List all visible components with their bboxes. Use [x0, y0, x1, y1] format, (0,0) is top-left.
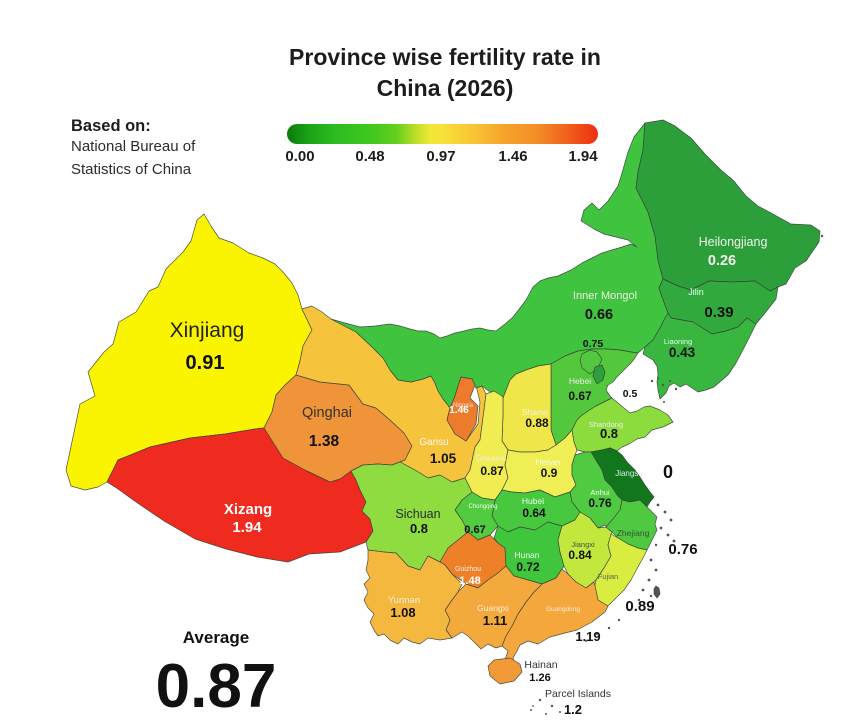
svg-text:0.91: 0.91	[186, 352, 225, 374]
svg-text:0.9: 0.9	[541, 466, 558, 480]
svg-text:0.43: 0.43	[669, 345, 696, 360]
svg-text:Xinjiang: Xinjiang	[170, 319, 245, 342]
svg-text:1.11: 1.11	[483, 613, 508, 628]
svg-text:0.67: 0.67	[568, 389, 592, 403]
svg-text:1.94: 1.94	[232, 519, 262, 536]
svg-text:Henan: Henan	[535, 457, 560, 467]
svg-text:Hunan: Hunan	[514, 550, 539, 560]
svg-text:Chongqing: Chongqing	[468, 504, 497, 510]
svg-text:Heilongjiang: Heilongjiang	[699, 235, 768, 249]
svg-text:0.39: 0.39	[704, 304, 733, 321]
svg-text:0.8: 0.8	[410, 521, 428, 536]
svg-text:Jilin: Jilin	[688, 287, 704, 297]
svg-text:0.66: 0.66	[585, 307, 613, 323]
svg-text:Sichuan: Sichuan	[395, 507, 440, 521]
svg-text:Qinghai: Qinghai	[302, 405, 352, 421]
svg-text:Yunnan: Yunnan	[388, 595, 420, 606]
svg-text:0.76: 0.76	[588, 496, 612, 510]
svg-text:0.87: 0.87	[480, 464, 504, 478]
svg-text:0.67: 0.67	[464, 524, 485, 536]
svg-text:0.84: 0.84	[568, 548, 592, 562]
svg-text:0: 0	[663, 462, 673, 482]
svg-text:Anhui: Anhui	[590, 488, 610, 497]
svg-text:1.19: 1.19	[575, 629, 600, 644]
svg-text:Zhejiang: Zhejiang	[617, 528, 650, 538]
svg-text:Xizang: Xizang	[224, 501, 272, 518]
svg-text:Shanxi: Shanxi	[522, 407, 548, 417]
svg-text:1.38: 1.38	[309, 433, 340, 450]
svg-text:Guangxi: Guangxi	[477, 603, 509, 613]
svg-text:0.5: 0.5	[623, 388, 638, 400]
svg-text:1.48: 1.48	[459, 575, 480, 587]
svg-text:0.89: 0.89	[625, 598, 654, 615]
svg-text:0.26: 0.26	[708, 253, 736, 269]
svg-text:1.2: 1.2	[564, 702, 582, 717]
svg-text:0.8: 0.8	[600, 426, 618, 441]
svg-text:Liaoning: Liaoning	[664, 337, 692, 346]
svg-text:1.08: 1.08	[390, 605, 415, 620]
svg-text:0.88: 0.88	[525, 416, 549, 430]
svg-text:0.75: 0.75	[583, 338, 604, 350]
svg-text:Guizhou: Guizhou	[455, 566, 481, 573]
svg-text:Shandong: Shandong	[589, 420, 623, 429]
svg-text:Hainan: Hainan	[524, 659, 557, 671]
svg-text:Jiangsu: Jiangsu	[615, 469, 643, 478]
svg-text:Fujian: Fujian	[598, 572, 618, 581]
svg-text:Gansu: Gansu	[419, 437, 448, 448]
svg-text:1.46: 1.46	[449, 405, 469, 416]
svg-text:Ningxia: Ningxia	[453, 403, 474, 409]
svg-text:1.26: 1.26	[529, 672, 550, 684]
svg-text:0.76: 0.76	[668, 541, 697, 558]
svg-text:0.64: 0.64	[522, 506, 546, 520]
svg-text:Inner Mongol: Inner Mongol	[573, 290, 637, 302]
svg-text:0.72: 0.72	[516, 560, 540, 574]
svg-text:Hubei: Hubei	[522, 496, 544, 506]
svg-text:Hebei: Hebei	[569, 376, 591, 386]
svg-text:Guangdong: Guangdong	[546, 606, 580, 613]
svg-text:Jiangxi: Jiangxi	[571, 540, 595, 549]
svg-text:Parcel Islands: Parcel Islands	[545, 688, 611, 700]
svg-text:1.05: 1.05	[430, 451, 457, 466]
svg-text:Shaanxi: Shaanxi	[476, 453, 507, 463]
